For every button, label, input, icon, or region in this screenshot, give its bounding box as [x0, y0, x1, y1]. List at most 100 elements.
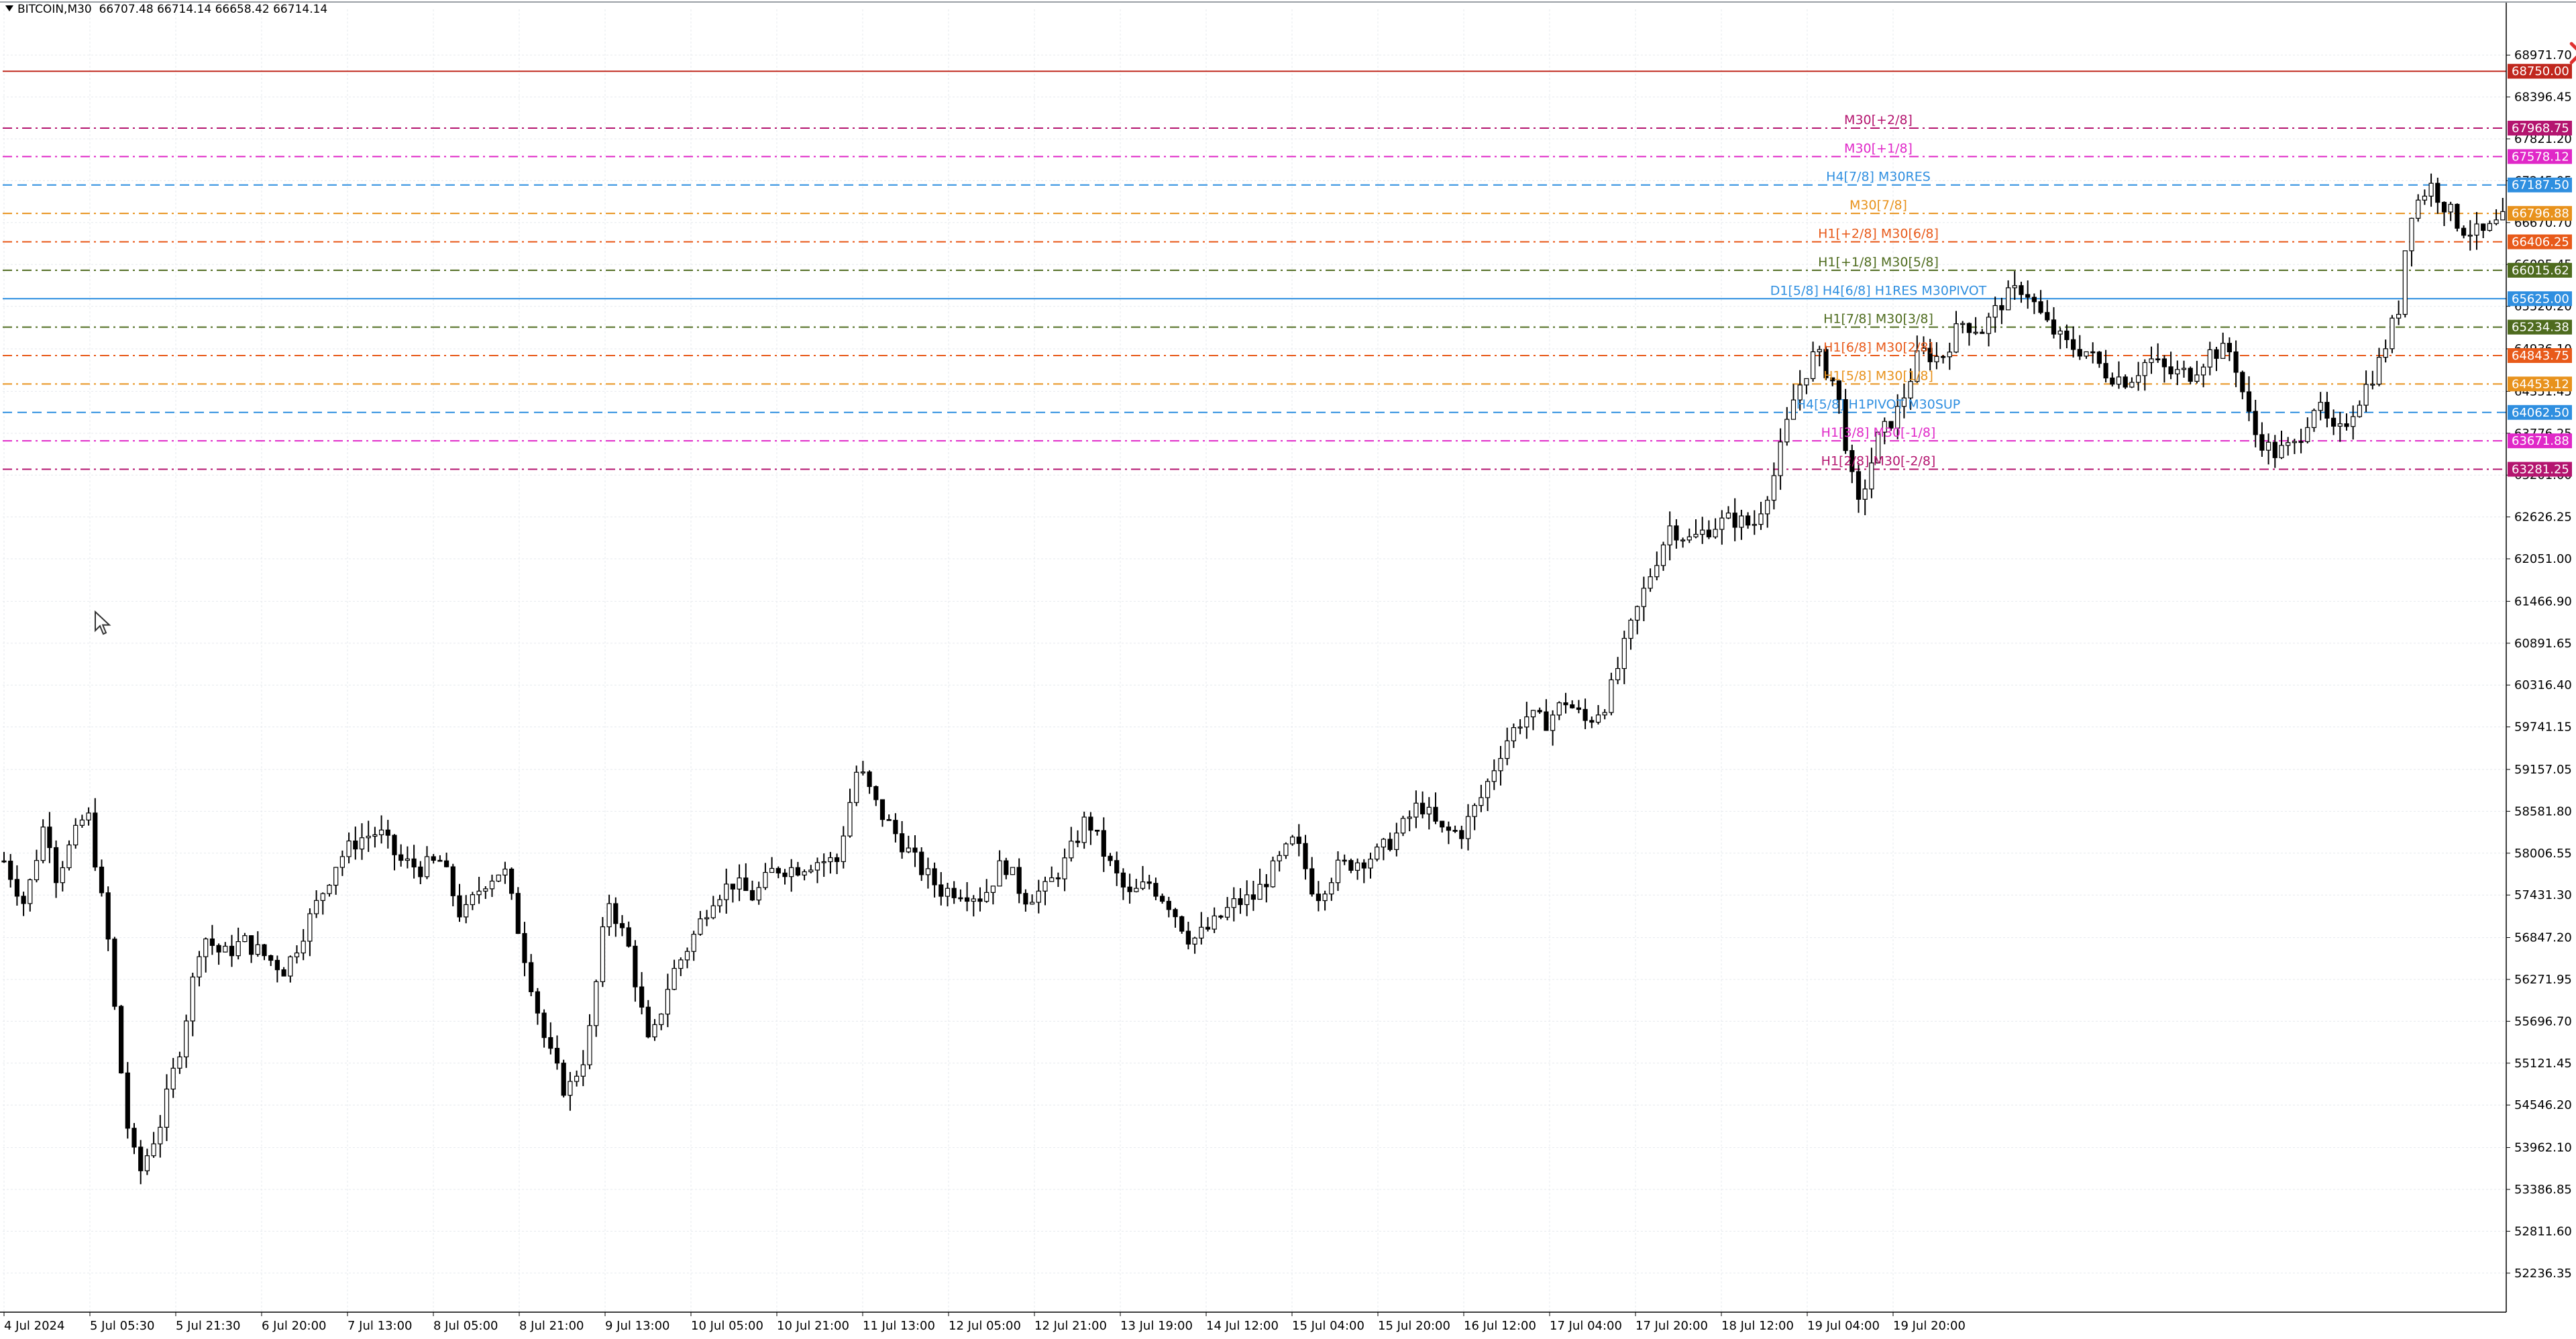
candle-body: [515, 893, 521, 934]
candle: [1992, 297, 1998, 333]
candle-body: [2181, 368, 2187, 370]
candle: [1941, 355, 1946, 364]
candle: [2025, 280, 2031, 309]
candle: [21, 892, 26, 916]
candle-body: [450, 866, 455, 896]
candle: [2461, 225, 2467, 239]
candle: [1498, 745, 1503, 786]
candle: [1485, 778, 1491, 811]
candle: [2474, 212, 2479, 250]
candle: [1895, 394, 1900, 439]
candle-body: [2071, 339, 2076, 350]
candle-body: [2220, 343, 2226, 359]
x-tick-label: 8 Jul 05:00: [433, 1319, 498, 1333]
candle: [1882, 417, 1887, 445]
candle: [2240, 370, 2245, 400]
candle: [1648, 568, 1653, 592]
candle-body: [1758, 513, 1764, 525]
candle: [1016, 858, 1022, 904]
price-tag: 66406.25: [2508, 234, 2572, 250]
candle: [327, 883, 332, 897]
candle: [223, 942, 228, 953]
price-tag-label: 65625.00: [2512, 292, 2569, 306]
candle-body: [1153, 883, 1159, 897]
candle: [2019, 281, 2024, 303]
candle: [1101, 817, 1106, 872]
candle-body: [1615, 667, 1621, 680]
candle-body: [1693, 533, 1699, 537]
candle-body: [138, 1146, 144, 1171]
candle-body: [1081, 816, 1087, 843]
candle: [743, 863, 749, 892]
candle: [2448, 201, 2453, 221]
candle-body: [1576, 707, 1581, 710]
candle-body: [2416, 199, 2421, 219]
price-tag-label: 66015.62: [2512, 264, 2569, 278]
candle-body: [1667, 525, 1672, 545]
candle-body: [203, 939, 209, 957]
candle-body: [294, 952, 300, 957]
candle-body: [197, 956, 202, 977]
candle-body: [912, 847, 918, 853]
y-tick-label: 53962.10: [2514, 1141, 2572, 1155]
candle: [1771, 462, 1776, 510]
price-tag-bg: [2508, 64, 2572, 79]
candle: [508, 867, 515, 900]
candle: [1459, 825, 1464, 849]
candle: [333, 867, 339, 895]
candle-body: [1179, 916, 1185, 932]
candle: [2266, 433, 2271, 465]
candle: [1192, 936, 1197, 954]
candle: [119, 1004, 124, 1074]
y-tick-label: 62626.25: [2514, 511, 2572, 525]
candle: [1830, 377, 1835, 386]
candle: [47, 812, 52, 863]
candle-body: [366, 835, 371, 839]
candle: [698, 910, 703, 936]
collapse-triangle-icon[interactable]: [5, 5, 13, 11]
candle-body: [1869, 462, 1874, 490]
candle-body: [1381, 839, 1386, 848]
candle: [2311, 408, 2317, 432]
candle: [899, 820, 905, 859]
y-tick-label: 54546.20: [2514, 1098, 2572, 1112]
candle-body: [691, 933, 696, 952]
y-tick-label: 52811.60: [2514, 1224, 2572, 1238]
candle: [1446, 821, 1451, 845]
candle-body: [652, 1024, 657, 1038]
candle-body: [1420, 802, 1426, 814]
candle: [2331, 409, 2337, 435]
candle-body: [1700, 529, 1705, 535]
candle: [2038, 290, 2043, 315]
candle-body: [1479, 797, 1484, 806]
candle: [1348, 858, 1354, 873]
candle-body: [964, 897, 970, 902]
price-tag-label: 63671.88: [2512, 434, 2569, 448]
candle-body: [2155, 358, 2161, 361]
candle-body: [235, 941, 241, 957]
candle-body: [1901, 397, 1907, 407]
candle-body: [1524, 716, 1529, 728]
candle-body: [1433, 806, 1438, 822]
candle: [795, 861, 801, 877]
price-tag: 63671.88: [2508, 433, 2572, 449]
candle: [288, 955, 293, 983]
candle: [587, 1014, 592, 1069]
candle-body: [600, 926, 606, 982]
candle: [235, 927, 241, 960]
candle-body: [119, 1006, 124, 1073]
candle: [1700, 517, 1705, 544]
candle: [1042, 876, 1048, 906]
candle-body: [561, 1063, 566, 1096]
x-tick-label: 14 Jul 12:00: [1206, 1319, 1279, 1333]
price-tag-label: 64453.12: [2512, 377, 2569, 391]
candle-body: [125, 1072, 130, 1129]
candle-body: [333, 867, 339, 886]
candle: [2396, 300, 2402, 325]
candle: [502, 861, 508, 884]
candle: [112, 936, 117, 1010]
candle-body: [2286, 442, 2291, 446]
candle-body: [470, 894, 476, 906]
candle: [190, 972, 195, 1036]
